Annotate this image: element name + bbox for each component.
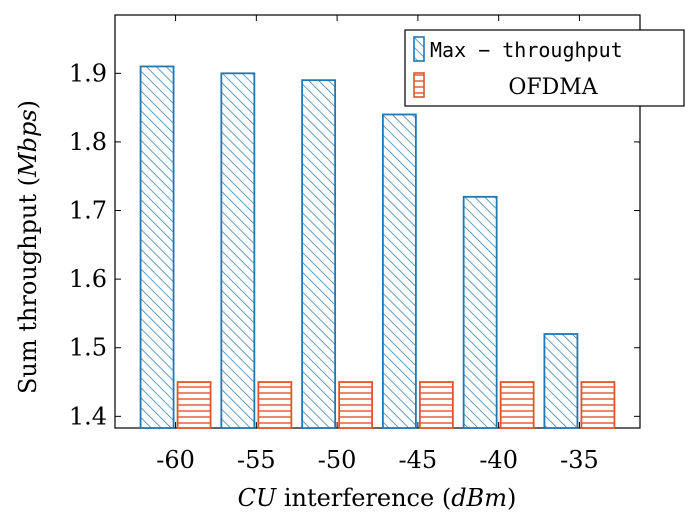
bar-max-throughput [462,195,498,429]
bar-max-throughput [139,65,175,429]
bar-max-throughput [301,79,337,429]
legend-swatch-ofdma [413,72,425,98]
bar-ofdma [176,381,212,429]
x-tick-label: -35 [560,446,599,474]
y-axis-title: Sum throughput (Mbps) [14,100,42,394]
x-axis-title-suffix: ) [507,484,516,512]
y-tick-label: 1.4 [69,402,107,430]
plot-frame [114,14,641,429]
y-axis-title-prefix: Sum throughput ( [14,177,42,394]
y-tick-label: 1.5 [69,334,107,362]
y-tick-label: 1.7 [69,197,107,225]
bar-max-throughput [543,333,579,429]
legend: Max − throughput OFDMA [404,29,685,107]
bar-max-throughput [220,72,256,429]
bar-ofdma [338,381,374,429]
x-axis-title: CU interference (dBm) [238,484,517,512]
x-tick-label: -45 [399,446,438,474]
bar-max-throughput [381,113,417,429]
legend-label-max-throughput: Max − throughput [430,38,623,62]
ticks-group: 1.4 1.5 1.6 1.7 1.8 1.9 -60 -55 -50 -45 -40 -35 [69,15,640,474]
bar-ofdma [580,381,616,429]
bar-ofdma [499,381,535,429]
x-tick-label: -40 [479,446,518,474]
legend-box [404,29,685,107]
x-axis-title-mid: interference ( [276,484,451,512]
bars-group [139,65,616,429]
x-axis-title-var: CU [238,484,277,512]
y-axis-title-suffix: ) [14,100,42,109]
x-tick-label: -60 [156,446,195,474]
legend-swatch-max-throughput [413,36,425,62]
x-tick-label: -55 [237,446,276,474]
x-tick-label: -50 [318,446,357,474]
y-tick-label: 1.9 [69,59,107,87]
bar-ofdma [418,381,454,429]
bar-ofdma [257,381,293,429]
x-axis-title-unit: dBm [451,484,507,512]
y-tick-label: 1.8 [69,128,107,156]
y-axis-title-unit: Mbps [14,109,42,178]
plot-area [114,14,641,429]
legend-label-ofdma: OFDMA [508,75,598,100]
y-tick-label: 1.6 [69,265,107,293]
